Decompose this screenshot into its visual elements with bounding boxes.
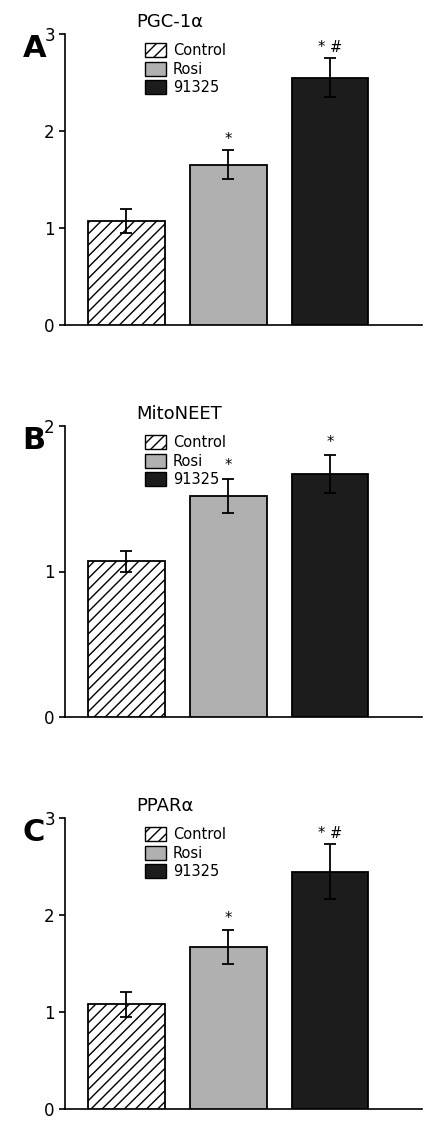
Text: C: C: [23, 818, 45, 847]
Bar: [190, 496, 266, 717]
Bar: [88, 561, 164, 717]
Bar: [291, 872, 368, 1109]
Bar: [291, 78, 368, 325]
Text: *: *: [326, 434, 333, 449]
Text: *: *: [224, 911, 231, 926]
Text: MitoNEET: MitoNEET: [136, 406, 222, 423]
Bar: [88, 221, 164, 325]
Text: * #: * #: [317, 40, 342, 55]
Text: PGC-1α: PGC-1α: [136, 14, 203, 31]
Text: A: A: [23, 34, 46, 63]
Legend: Control, Rosi, 91325: Control, Rosi, 91325: [144, 825, 227, 881]
Text: PPARα: PPARα: [136, 798, 194, 815]
Bar: [88, 1005, 164, 1109]
Bar: [190, 948, 266, 1109]
Text: *: *: [224, 457, 231, 473]
Text: B: B: [23, 426, 46, 455]
Bar: [291, 474, 368, 717]
Text: * #: * #: [317, 825, 342, 840]
Bar: [190, 165, 266, 325]
Legend: Control, Rosi, 91325: Control, Rosi, 91325: [144, 433, 227, 489]
Text: *: *: [224, 131, 231, 146]
Legend: Control, Rosi, 91325: Control, Rosi, 91325: [144, 41, 227, 97]
